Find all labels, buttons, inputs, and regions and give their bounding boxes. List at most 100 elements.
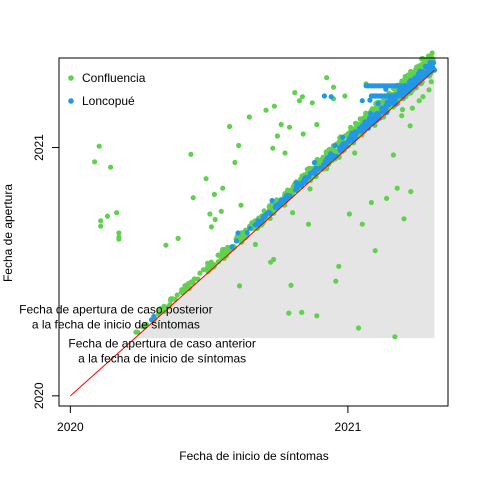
band-point-confluencia [206,262,212,268]
band-point-confluencia [402,73,408,80]
plot-area [70,50,438,397]
point-confluencia [271,256,277,263]
band-point-confluencia [285,187,291,193]
band-point-confluencia [156,308,162,314]
point-confluencia [278,121,284,128]
point-confluencia [409,105,415,111]
band-point-confluencia [200,267,207,273]
band-point-loncopue [261,213,267,220]
point-confluencia [330,84,337,90]
point-confluencia [300,131,306,137]
point-confluencia [208,224,214,230]
band-point-confluencia [268,202,274,208]
point-loncopue [283,193,290,199]
point-confluencia [352,150,358,156]
point-loncopue [420,70,426,76]
point-confluencia [286,310,292,316]
point-confluencia [220,185,226,191]
band-point-confluencia [215,259,221,265]
point-loncopue [151,313,157,320]
point-loncopue [368,111,374,117]
point-loncopue [384,101,390,107]
band-point-confluencia [225,244,231,250]
point-loncopue [328,94,334,100]
point-confluencia [408,189,414,195]
band-point-loncopue [256,220,263,226]
point-confluencia [108,164,114,170]
point-loncopue [349,130,355,136]
point-confluencia [305,221,312,227]
point-confluencia [399,113,405,119]
band-point-loncopue [416,75,422,81]
point-confluencia [211,191,217,197]
point-loncopue [340,134,346,140]
point-confluencia [236,142,242,149]
point-confluencia [236,283,243,289]
band-point-loncopue [370,120,376,127]
band-point-loncopue [368,115,374,121]
point-confluencia [299,309,305,315]
point-loncopue [375,100,381,107]
band-point-confluencia [419,56,425,62]
axes: 2020 2021 2020 2021 [32,57,449,434]
point-confluencia [203,176,209,182]
legend: Confluencia Loncopué [68,71,146,108]
point-confluencia [227,123,233,130]
point-confluencia [336,263,342,269]
point-loncopue [332,142,338,149]
legend-label-confluencia: Confluencia [82,71,146,85]
point-confluencia [271,103,277,109]
point-confluencia [116,230,122,236]
point-confluencia [384,195,390,201]
band-point-loncopue [277,200,283,206]
point-confluencia [190,195,196,201]
point-loncopue [408,77,414,83]
point-confluencia [290,210,296,216]
band-point-confluencia [174,292,180,298]
band-point-confluencia [429,50,435,56]
y-tick-label: 2021 [32,134,46,161]
point-confluencia [288,282,294,288]
point-confluencia [98,218,104,224]
point-confluencia [401,216,407,222]
point-loncopue [311,159,318,166]
band-point-confluencia [135,329,141,335]
point-confluencia [98,223,104,229]
point-confluencia [309,100,315,106]
band-point-loncopue [413,79,419,85]
band-point-loncopue [412,75,418,81]
point-confluencia [246,114,252,120]
annotation-line: Fecha de apertura de caso anterior [68,337,255,351]
legend-label-loncopue: Loncopué [82,94,135,108]
band-point-loncopue [233,238,240,244]
point-loncopue [367,97,373,103]
x-tick-label: 2021 [335,420,362,434]
band-point-loncopue [229,244,235,250]
point-loncopue [321,93,327,99]
point-confluencia [342,93,348,99]
band-point-loncopue [306,174,312,180]
point-confluencia [394,185,400,191]
legend-marker-confluencia [68,75,74,81]
point-confluencia [296,98,302,104]
band-point-confluencia [211,263,217,269]
band-point-loncopue [374,110,380,117]
point-confluencia [286,124,293,130]
point-confluencia [307,186,313,192]
point-loncopue [359,98,365,104]
band-point-confluencia [353,122,359,128]
point-confluencia [416,98,422,104]
y-axis-label: Fecha de apertura [1,184,15,282]
point-confluencia [324,75,330,81]
band-point-loncopue [302,178,308,184]
y-tick-label: 2020 [32,382,46,409]
band-point-loncopue [328,153,334,159]
point-confluencia [188,151,194,157]
point-loncopue [269,197,275,204]
point-confluencia [314,121,320,128]
band-point-loncopue [294,184,301,190]
annotation-line: Fecha de apertura de caso posterior [19,303,212,317]
point-confluencia [372,248,378,254]
band-point-confluencia [168,296,174,302]
